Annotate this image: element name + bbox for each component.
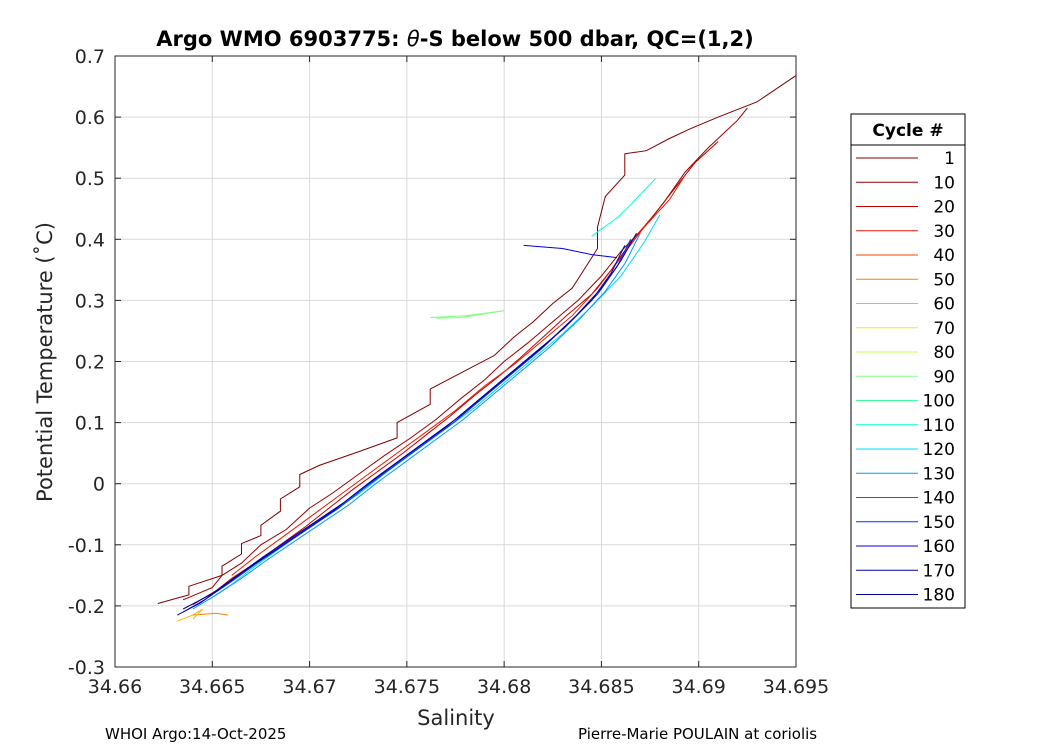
legend-label: 120 (923, 440, 955, 460)
y-tick-label: 0.6 (75, 107, 105, 129)
y-tick-label: -0.1 (68, 535, 105, 557)
legend-label: 160 (923, 537, 955, 557)
x-tick-label: 34.67 (282, 676, 336, 698)
title-suffix: -S below 500 dbar, QC=(1,2) (420, 27, 754, 51)
series-line (231, 177, 684, 576)
series-line (157, 75, 797, 604)
footer-left: WHOI Argo:14-Oct-2025 (105, 725, 287, 743)
y-tick-label: 0 (93, 474, 105, 496)
y-axis-label: Potential Temperature (˚C) (33, 222, 57, 502)
y-tick-label: 0.4 (75, 229, 105, 251)
title-prefix: Argo WMO 6903775: (156, 27, 407, 51)
y-tick-label: 0.5 (75, 168, 105, 190)
series-line (182, 232, 637, 610)
legend-label: 150 (923, 513, 955, 533)
y-tick-label: 0.3 (75, 290, 105, 312)
x-tick-label: 34.66 (88, 676, 142, 698)
y-tick-label: 0.7 (75, 46, 105, 68)
legend-label: 1 (944, 149, 955, 169)
data-series (157, 75, 797, 622)
legend-label: 20 (933, 198, 955, 218)
title-theta: θ (407, 27, 420, 51)
x-axis-label: Salinity (417, 706, 495, 730)
legend-box (850, 113, 966, 609)
x-tick-label: 34.685 (568, 676, 634, 698)
series-line (523, 244, 618, 259)
x-tick-label: 34.695 (763, 676, 829, 698)
legend-label: 70 (933, 319, 955, 339)
x-tick-label: 34.69 (672, 676, 726, 698)
footer-right: Pierre-Marie POULAIN at coriolis (578, 725, 818, 743)
axis-ticks: 34.66 34.665 34.67 34.675 34.68 34.685 34.69 34… (68, 46, 829, 698)
x-tick-label: 34.665 (179, 676, 245, 698)
legend-label: 140 (923, 489, 955, 509)
legend-label: 80 (933, 343, 955, 363)
legend-label: 30 (933, 222, 955, 242)
y-tick-label: 0.2 (75, 352, 105, 374)
x-tick-label: 34.675 (374, 676, 440, 698)
chart-title: Argo WMO 6903775: θ-S below 500 dbar, QC… (156, 27, 753, 51)
legend: Cycle # 11020304050607080901001101201301… (850, 113, 966, 609)
legend-label: 100 (923, 392, 955, 412)
legend-label: 40 (933, 246, 955, 266)
series-line (177, 608, 203, 622)
legend-label: 50 (933, 270, 955, 290)
legend-label: 180 (923, 586, 955, 606)
legend-entries: 1102030405060708090100110120130140150160… (856, 149, 955, 606)
series-line (192, 612, 228, 616)
y-tick-label: -0.2 (68, 596, 105, 618)
legend-label: 60 (933, 295, 955, 315)
series-line (430, 310, 505, 319)
legend-label: 10 (933, 173, 955, 193)
legend-label: 110 (923, 416, 955, 436)
x-tick-label: 34.68 (477, 676, 531, 698)
series-line (591, 177, 657, 237)
legend-label: 170 (923, 561, 955, 581)
legend-label: 130 (923, 464, 955, 484)
y-tick-label: -0.3 (68, 657, 105, 679)
y-tick-label: 0.1 (75, 413, 105, 435)
legend-title: Cycle # (872, 121, 943, 141)
legend-label: 90 (933, 367, 955, 387)
series-line (192, 232, 641, 610)
